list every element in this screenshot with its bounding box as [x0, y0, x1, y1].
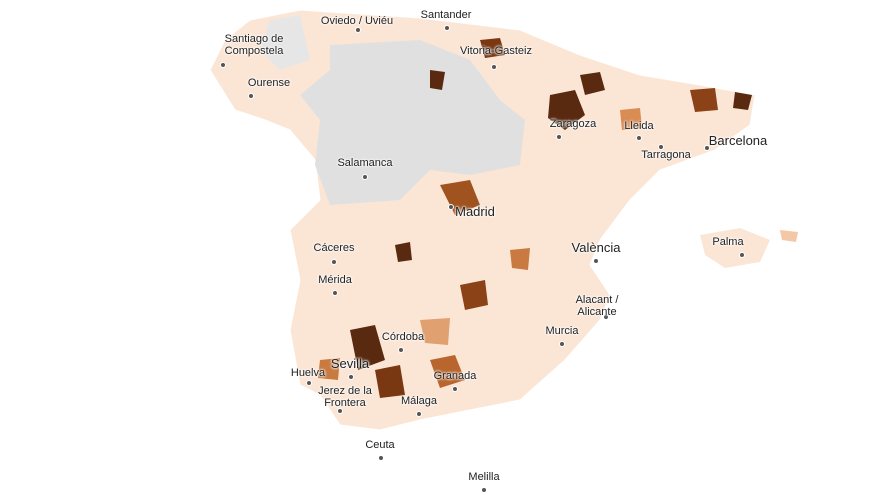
city-label: Cáceres — [313, 242, 355, 254]
city-label: Santiago de Compostela — [224, 33, 284, 57]
city-label: Madrid — [455, 204, 495, 219]
city-dot — [481, 487, 487, 493]
city-dot — [331, 259, 337, 265]
city-dot — [448, 204, 454, 210]
city-dot — [593, 258, 599, 264]
city-label: Málaga — [400, 395, 438, 407]
city-label: Granada — [433, 370, 477, 382]
city-dot — [248, 93, 254, 99]
city-dot — [559, 341, 565, 347]
city-dot — [332, 290, 338, 296]
city-label: Vitoria-Gasteiz — [460, 45, 532, 57]
city-label: Córdoba — [381, 331, 425, 343]
city-label: Melilla — [468, 471, 500, 483]
city-dot — [452, 386, 458, 392]
city-dot — [355, 27, 361, 33]
city-dot — [348, 374, 354, 380]
city-dot — [337, 408, 343, 414]
city-dot — [362, 174, 368, 180]
city-label: Huelva — [290, 367, 326, 379]
city-dot — [636, 135, 642, 141]
city-label: Palma — [712, 236, 744, 248]
city-label: Santander — [420, 9, 472, 21]
city-label: Mérida — [318, 274, 352, 286]
city-label: Lleida — [624, 120, 654, 132]
city-dot — [306, 380, 312, 386]
city-dot — [739, 252, 745, 258]
high-value-areas — [318, 38, 752, 398]
city-dot — [704, 145, 710, 151]
city-label: Ourense — [247, 77, 291, 89]
no-data-region — [260, 15, 525, 205]
city-label: Oviedo / Uviéu — [320, 15, 394, 27]
city-dot — [603, 314, 609, 320]
city-dot — [378, 455, 384, 461]
city-label: València — [571, 240, 621, 255]
city-label: Tarragona — [641, 149, 691, 161]
city-label: Murcia — [545, 325, 579, 337]
city-label: Barcelona — [708, 133, 768, 148]
city-dot — [416, 411, 422, 417]
city-label: Jerez de la Frontera — [318, 385, 372, 409]
city-label: Ceuta — [365, 439, 395, 451]
city-dot — [398, 347, 404, 353]
city-dot — [444, 25, 450, 31]
city-label: Alacant / Alicante — [575, 294, 619, 318]
city-label: Sevilla — [330, 356, 370, 371]
city-label: Salamanca — [337, 157, 393, 169]
city-dot — [658, 144, 664, 150]
city-dot — [556, 134, 562, 140]
city-dot — [491, 64, 497, 70]
city-label: Zaragoza — [549, 118, 597, 130]
city-dot — [220, 62, 226, 68]
